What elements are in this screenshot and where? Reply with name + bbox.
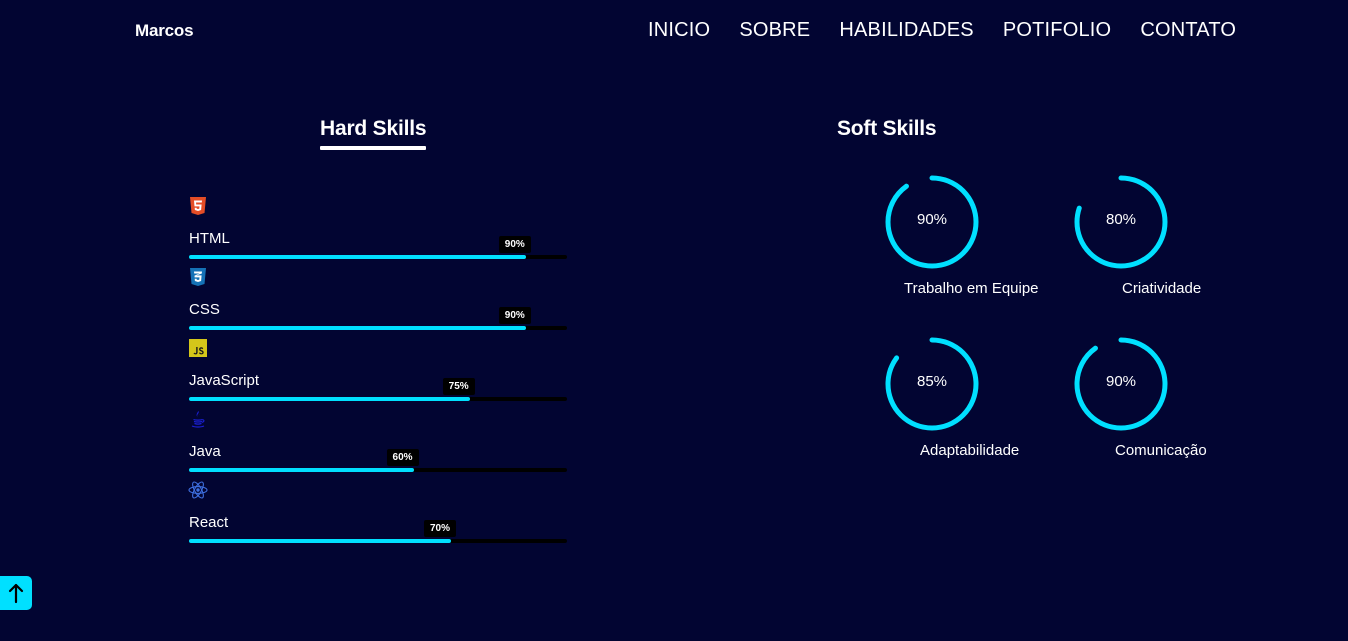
skill-name: HTML: [189, 230, 230, 247]
progress-ring: [1074, 337, 1168, 431]
skill-percent-badge: 60%: [386, 449, 419, 466]
skill-name: Java: [189, 443, 221, 460]
skill-percent-badge: 90%: [498, 307, 531, 324]
soft-skill-adaptabilidade: 85% Adaptabilidade: [882, 336, 1042, 476]
skill-bar: 70%: [189, 520, 567, 543]
html5-icon: [190, 197, 206, 215]
react-icon: [188, 481, 208, 499]
skill-javascript: JavaScript 75%: [189, 339, 567, 405]
brand-logo[interactable]: Marcos: [135, 21, 194, 40]
skill-bar: 90%: [189, 307, 567, 330]
soft-skill-percent: 90%: [1105, 373, 1137, 390]
nav-habilidades[interactable]: HABILIDADES: [839, 19, 974, 41]
hard-skills-title: Hard Skills: [320, 117, 427, 150]
back-to-top-button[interactable]: [0, 576, 32, 610]
nav-inicio[interactable]: INICIO: [648, 19, 711, 41]
soft-skill-percent: 90%: [916, 211, 948, 228]
soft-skill-label: Comunicação: [1115, 442, 1207, 459]
progress-ring: [1074, 175, 1168, 269]
nav-contato[interactable]: CONTATO: [1140, 19, 1237, 41]
main-nav: INICIO SOBRE HABILIDADES POTIFOLIO CONTA…: [648, 19, 1236, 42]
skill-bar-fill: [189, 326, 526, 330]
javascript-icon: [189, 339, 207, 357]
nav-portfolio[interactable]: POTIFOLIO: [1002, 19, 1112, 41]
soft-skills-title: Soft Skills: [837, 117, 937, 140]
skill-bar: 75%: [189, 378, 567, 401]
soft-skill-trabalho-em-equipe: 90% Trabalho em Equipe: [882, 174, 1042, 314]
soft-skill-label: Criatividade: [1122, 280, 1202, 297]
java-icon: [191, 411, 205, 428]
progress-ring: [885, 175, 979, 269]
skill-bar-fill: [189, 468, 414, 472]
skill-bar: 60%: [189, 449, 567, 472]
skill-name: JavaScript: [189, 372, 260, 389]
soft-skill-criatividade: 80% Criatividade: [1071, 174, 1231, 314]
soft-skill-label: Trabalho em Equipe: [904, 280, 1039, 297]
soft-skill-percent: 85%: [916, 373, 948, 390]
skill-react: React 70%: [188, 481, 567, 547]
soft-skill-percent: 80%: [1105, 211, 1137, 228]
skill-percent-badge: 90%: [498, 236, 531, 253]
arrow-up-icon: [8, 583, 24, 604]
skill-name: CSS: [189, 301, 220, 318]
soft-skill-label: Adaptabilidade: [920, 442, 1020, 459]
skill-bar-fill: [189, 397, 470, 401]
soft-skill-comunicacao: 90% Comunicação: [1071, 336, 1231, 476]
skill-bar-fill: [189, 539, 451, 543]
skill-bar-fill: [189, 255, 526, 259]
skill-percent-badge: 70%: [423, 520, 456, 537]
skill-name: React: [189, 514, 229, 531]
skill-bar: 90%: [189, 236, 567, 259]
skill-percent-badge: 75%: [442, 378, 475, 395]
skill-html: HTML 90%: [189, 197, 567, 263]
progress-ring: [885, 337, 979, 431]
skill-java: Java 60%: [189, 410, 567, 476]
css3-icon: [190, 268, 206, 286]
skill-css: CSS 90%: [189, 268, 567, 334]
nav-sobre[interactable]: SOBRE: [739, 19, 811, 41]
